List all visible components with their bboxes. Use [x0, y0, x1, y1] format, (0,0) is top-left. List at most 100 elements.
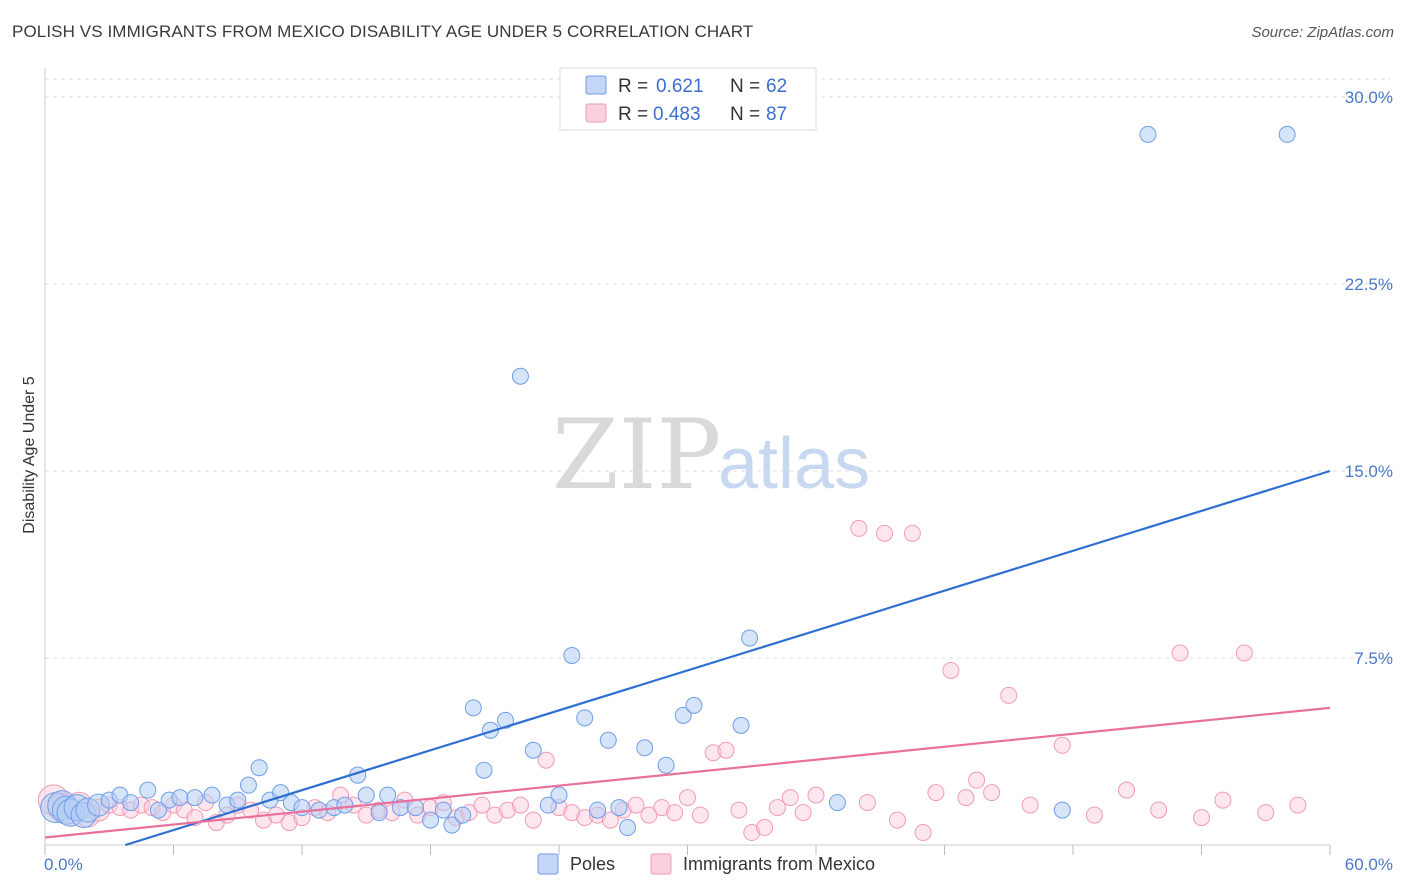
mexico-point-58 — [743, 824, 761, 842]
poles-point-15 — [186, 789, 204, 807]
y-tick-label-3: 30.0% — [1345, 88, 1393, 107]
chart-title: POLISH VS IMMIGRANTS FROM MEXICO DISABIL… — [12, 22, 754, 41]
mexico-point-77 — [1053, 736, 1071, 754]
poles-point-61 — [1278, 125, 1296, 143]
tick-labels: 7.5% 15.0% 22.5% 30.0% 0.0% 60.0% — [44, 88, 1393, 874]
poles-point-46 — [563, 647, 581, 665]
legend-mexico-r-value: 0.483 — [653, 104, 701, 125]
poles-point-57 — [741, 629, 759, 647]
mexico-point-41 — [524, 811, 542, 829]
poles-point-53 — [657, 756, 675, 774]
poles-point-33 — [407, 799, 425, 817]
mexico-point-71 — [942, 661, 960, 679]
poles-point-55 — [685, 696, 703, 714]
mexico-point-55 — [704, 744, 722, 762]
mexico-point-56 — [717, 741, 735, 759]
x-tick-label-0: 0.0% — [44, 855, 83, 874]
grid — [45, 78, 1390, 659]
poles-point-35 — [434, 801, 452, 819]
mexico-point-74 — [983, 784, 1001, 802]
legend-poles-n-label: N = — [730, 76, 760, 97]
poles-point-47 — [576, 709, 594, 727]
mexico-point-64 — [850, 519, 868, 537]
mexico-point-62 — [794, 804, 812, 822]
trendline-poles — [124, 469, 1331, 847]
poles-point-40 — [481, 721, 499, 739]
mexico-point-75 — [1000, 686, 1018, 704]
mexico-point-39 — [499, 801, 517, 819]
poles-point-44 — [539, 796, 557, 814]
poles-point-27 — [336, 796, 354, 814]
mexico-point-37 — [473, 796, 491, 814]
legend-poles-n-value: 62 — [766, 76, 787, 97]
poles-point-10 — [122, 794, 140, 812]
mexico-point-81 — [1171, 644, 1189, 662]
poles-point-34 — [422, 811, 439, 829]
mexico-point-67 — [888, 811, 906, 829]
bottom-legend: Poles Immigrants from Mexico — [537, 853, 875, 875]
x-tick-label-1: 60.0% — [1345, 855, 1393, 874]
mexico-point-85 — [1257, 804, 1275, 822]
legend-mexico-n-value: 87 — [766, 104, 787, 125]
mexico-point-80 — [1150, 801, 1168, 819]
poles-point-42 — [511, 367, 529, 385]
mexico-point-63 — [807, 786, 825, 804]
poles-point-20 — [250, 759, 268, 777]
watermark-atlas: atlas — [718, 424, 870, 504]
mexico-point-51 — [653, 799, 671, 817]
legend-mexico-swatch — [585, 103, 607, 123]
poles-point-60 — [1139, 125, 1157, 143]
y-tick-label-0: 7.5% — [1354, 649, 1393, 668]
poles-point-45 — [550, 786, 568, 804]
mexico-point-50 — [640, 806, 658, 824]
poles-point-51 — [619, 819, 637, 837]
mexico-point-72 — [957, 789, 975, 807]
mexico-point-57 — [730, 801, 748, 819]
legend-poles-swatch — [585, 75, 607, 95]
mexico-point-49 — [627, 796, 645, 814]
poles-point-11 — [139, 781, 157, 799]
y-tick-label-1: 15.0% — [1345, 462, 1393, 481]
poles-point-39 — [475, 761, 493, 779]
poles-point-56 — [732, 716, 750, 734]
mexico-point-66 — [876, 524, 894, 542]
legend-mexico-r-label: R = — [618, 104, 648, 125]
watermark-zip: ZIP — [552, 399, 721, 511]
mexico-point-45 — [576, 809, 594, 827]
poles-point-12 — [150, 801, 168, 819]
mexico-point-86 — [1289, 796, 1307, 814]
poles-point-38 — [464, 699, 482, 717]
mexico-point-69 — [914, 824, 932, 842]
poles-point-54 — [674, 706, 692, 724]
mexico-point-61 — [781, 789, 799, 807]
poles-point-41 — [496, 711, 514, 729]
poles-point-14 — [171, 789, 189, 807]
y-axis-label: Disability Age Under 5 — [21, 376, 38, 534]
mexico-point-70 — [927, 784, 945, 802]
poles-point-48 — [589, 801, 607, 819]
legend-mexico-n-label: N = — [730, 104, 760, 125]
poles-point-30 — [370, 804, 388, 822]
y-tick-label-2: 22.5% — [1345, 275, 1393, 294]
mexico-point-60 — [768, 799, 786, 817]
bottom-legend-mexico-label: Immigrants from Mexico — [683, 854, 875, 874]
mexico-point-47 — [601, 811, 619, 829]
poles-point-58 — [828, 794, 846, 812]
poles-point-43 — [524, 741, 542, 759]
series-mexico-points — [37, 519, 1307, 842]
poles-point-37 — [454, 806, 472, 824]
source-label: Source: ZipAtlas.com — [1251, 24, 1394, 41]
mexico-point-44 — [563, 804, 581, 822]
mexico-point-79 — [1118, 781, 1136, 799]
mexico-point-83 — [1214, 791, 1232, 809]
mexico-point-82 — [1193, 809, 1210, 827]
bottom-legend-poles-swatch — [537, 853, 559, 875]
poles-point-50 — [610, 799, 628, 817]
legend-poles-r-value: 0.621 — [656, 76, 704, 97]
bottom-legend-mexico-swatch — [650, 853, 672, 875]
poles-point-16 — [203, 786, 221, 804]
mexico-point-68 — [903, 524, 921, 542]
poles-point-18 — [229, 791, 247, 809]
trendlines — [44, 469, 1331, 847]
poles-point-49 — [599, 731, 617, 749]
